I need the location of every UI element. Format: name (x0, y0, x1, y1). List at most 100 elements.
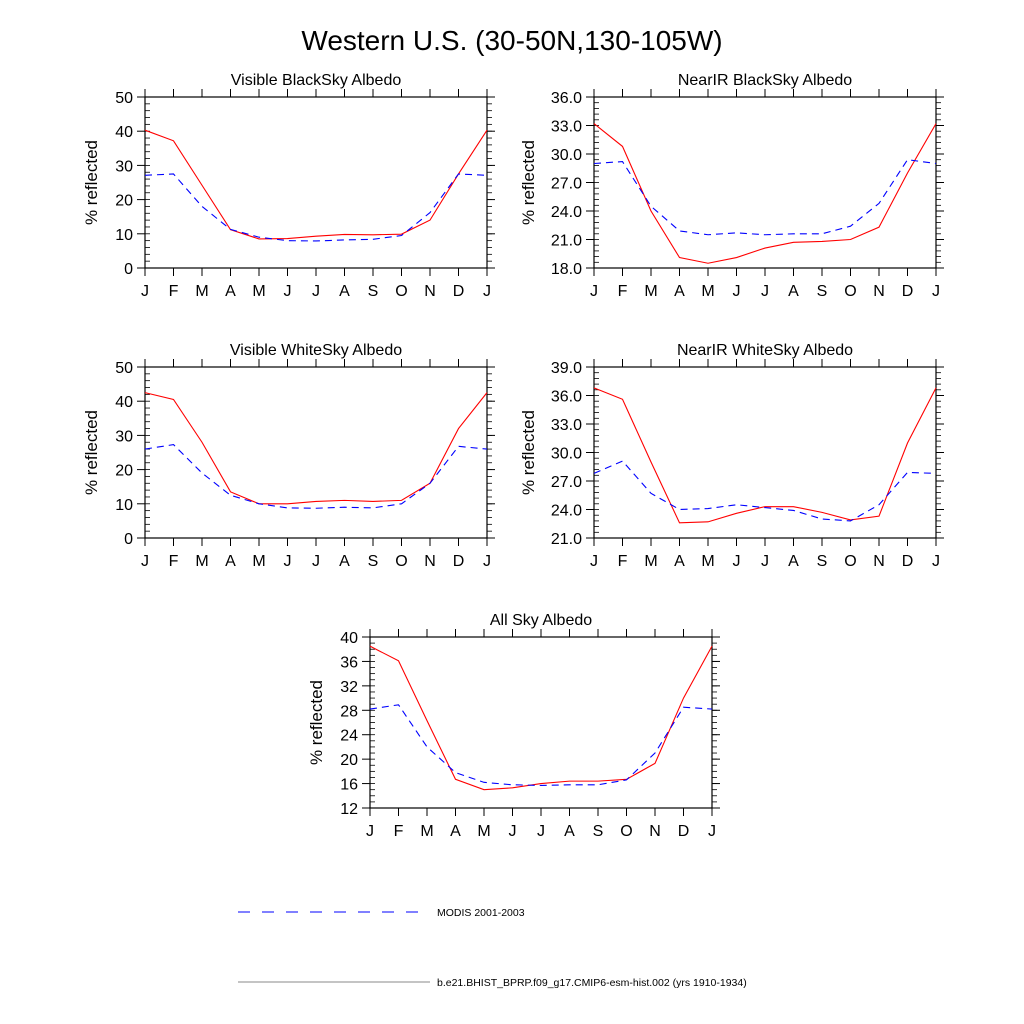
x-tick-label: A (225, 283, 236, 300)
x-tick-label: A (450, 823, 461, 840)
plot-frame (593, 366, 937, 539)
y-tick-label: 32 (340, 679, 358, 696)
x-tick-label: S (368, 283, 379, 300)
y-tick-label: 28 (340, 703, 358, 720)
y-tick-label: 50 (115, 360, 133, 377)
x-tick-label: M (701, 553, 714, 570)
x-tick-label: S (817, 553, 828, 570)
y-axis-label: % reflected (519, 410, 538, 495)
x-tick-label: A (339, 553, 350, 570)
x-tick-label: J (932, 553, 940, 570)
x-tick-label: A (674, 553, 685, 570)
y-tick-label: 24.0 (551, 503, 582, 520)
y-tick-label: 33.0 (551, 119, 582, 136)
series-line-modis (144, 173, 488, 242)
x-tick-label: O (395, 553, 407, 570)
x-tick-label: A (788, 283, 799, 300)
y-tick-label: 30 (115, 428, 133, 445)
x-tick-label: N (873, 283, 885, 300)
y-tick-label: 36.0 (551, 389, 582, 406)
x-tick-label: A (225, 553, 236, 570)
panel-title: All Sky Albedo (490, 612, 592, 629)
x-tick-label: J (708, 823, 716, 840)
y-tick-label: 20 (340, 752, 358, 769)
x-tick-label: F (169, 283, 179, 300)
x-tick-label: O (620, 823, 632, 840)
y-tick-label: 24 (340, 728, 358, 745)
plot-frame (369, 636, 713, 809)
x-tick-label: J (537, 823, 545, 840)
x-tick-label: A (564, 823, 575, 840)
y-axis-label: % reflected (82, 140, 101, 225)
x-tick-label: M (644, 283, 657, 300)
figure-title: Western U.S. (30-50N,130-105W) (301, 25, 722, 56)
y-axis-label: % reflected (307, 680, 326, 765)
x-tick-label: A (674, 283, 685, 300)
x-tick-label: J (590, 553, 598, 570)
y-tick-label: 30.0 (551, 446, 582, 463)
x-tick-label: J (141, 283, 149, 300)
x-tick-label: N (873, 553, 885, 570)
x-tick-label: M (644, 553, 657, 570)
x-tick-label: A (788, 553, 799, 570)
series-line-modis (593, 460, 937, 522)
y-tick-label: 30 (115, 158, 133, 175)
y-axis-label: % reflected (82, 410, 101, 495)
y-tick-label: 16 (340, 777, 358, 794)
x-tick-label: S (368, 553, 379, 570)
legend-label-model: b.e21.BHIST_BPRP.f09_g17.CMIP6-esm-hist.… (437, 977, 747, 989)
x-tick-label: S (593, 823, 604, 840)
series-line-model (369, 645, 713, 791)
panel-title: Visible WhiteSky Albedo (230, 342, 402, 359)
y-tick-label: 12 (340, 801, 358, 818)
plot-frame (144, 96, 488, 269)
y-tick-label: 0 (124, 261, 133, 278)
x-tick-label: A (339, 283, 350, 300)
y-tick-label: 27.0 (551, 474, 582, 491)
x-tick-label: M (477, 823, 490, 840)
y-tick-label: 10 (115, 227, 133, 244)
x-tick-label: D (902, 553, 914, 570)
x-tick-label: J (590, 283, 598, 300)
panel-title: NearIR BlackSky Albedo (678, 72, 852, 89)
x-tick-label: J (761, 553, 769, 570)
y-tick-label: 36.0 (551, 90, 582, 107)
x-tick-label: J (312, 553, 320, 570)
x-tick-label: D (678, 823, 690, 840)
x-tick-label: M (195, 553, 208, 570)
x-tick-label: O (395, 283, 407, 300)
y-tick-label: 40 (115, 124, 133, 141)
y-tick-label: 10 (115, 497, 133, 514)
plot-frame (144, 366, 488, 539)
x-tick-label: O (844, 283, 856, 300)
x-tick-label: J (312, 283, 320, 300)
y-tick-label: 33.0 (551, 417, 582, 434)
y-tick-label: 40 (115, 394, 133, 411)
y-tick-label: 21.0 (551, 233, 582, 250)
x-tick-label: O (844, 553, 856, 570)
series-line-model (144, 392, 488, 505)
series-line-modis (369, 704, 713, 786)
y-tick-label: 18.0 (551, 261, 582, 278)
x-tick-label: S (817, 283, 828, 300)
x-tick-label: J (932, 283, 940, 300)
y-tick-label: 39.0 (551, 360, 582, 377)
series-line-modis (144, 444, 488, 509)
y-tick-label: 50 (115, 90, 133, 107)
x-tick-label: M (252, 283, 265, 300)
x-tick-label: N (649, 823, 661, 840)
x-tick-label: M (701, 283, 714, 300)
y-tick-label: 30.0 (551, 147, 582, 164)
y-tick-label: 27.0 (551, 176, 582, 193)
x-tick-label: M (252, 553, 265, 570)
x-tick-label: J (141, 553, 149, 570)
x-tick-label: J (483, 283, 491, 300)
y-tick-label: 40 (340, 630, 358, 647)
y-tick-label: 0 (124, 531, 133, 548)
